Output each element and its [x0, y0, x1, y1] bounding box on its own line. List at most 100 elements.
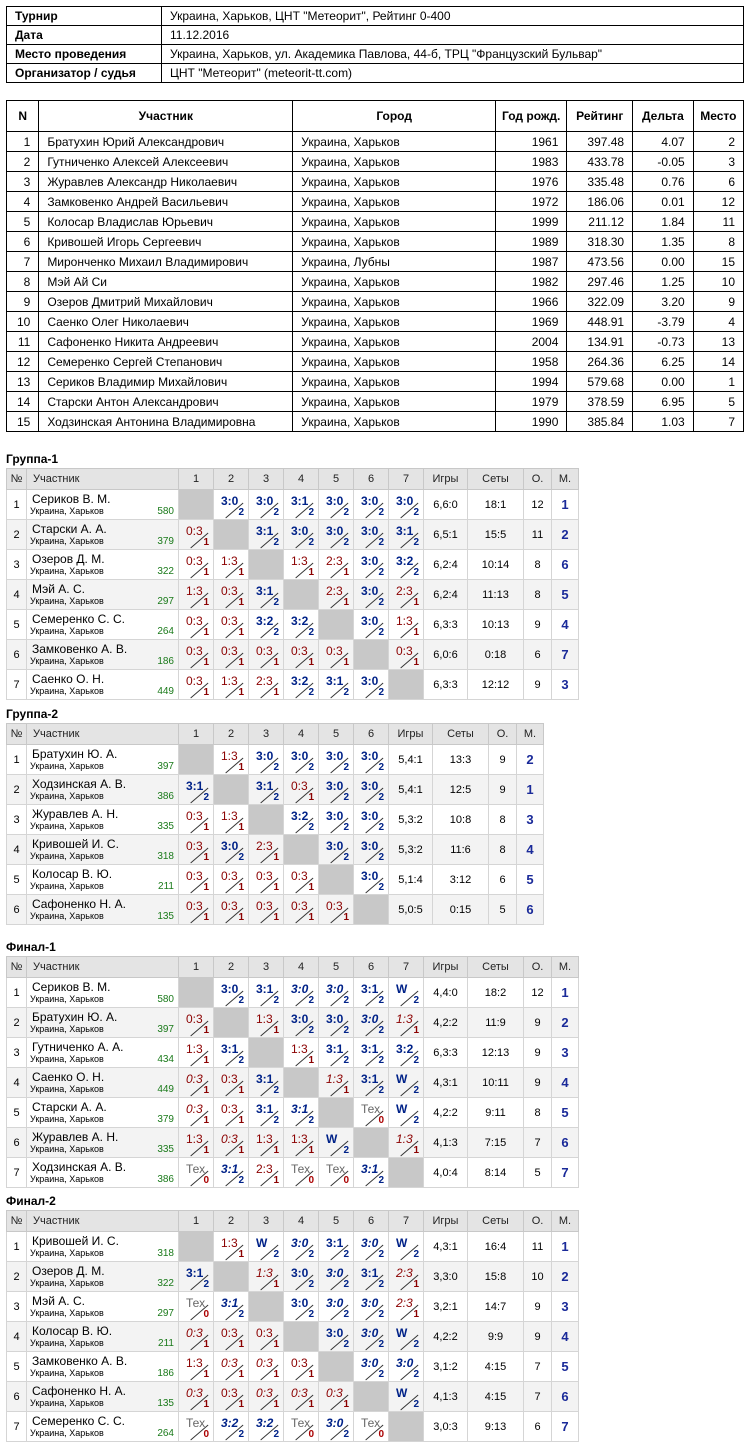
- match-result[interactable]: 3:0 2: [318, 744, 354, 775]
- match-result[interactable]: 1:3 1: [248, 1261, 284, 1292]
- match-result[interactable]: 1:3 1: [178, 1351, 214, 1382]
- match-result[interactable]: 3:2 2: [388, 549, 424, 580]
- match-result[interactable]: 3:0 2: [213, 489, 249, 520]
- match-result[interactable]: 0:3 1: [248, 1321, 284, 1352]
- match-result[interactable]: 0:3 1: [213, 1097, 249, 1128]
- match-result[interactable]: 3:0 2: [353, 519, 389, 550]
- match-result[interactable]: 0:3 1: [178, 1381, 214, 1412]
- match-result[interactable]: 3:1 2: [178, 774, 214, 805]
- match-result[interactable]: Тех 0: [283, 1411, 319, 1442]
- match-result[interactable]: 1:3 1: [178, 1127, 214, 1158]
- match-result[interactable]: 3:1 2: [248, 1067, 284, 1098]
- match-result[interactable]: 3:2 2: [213, 1411, 249, 1442]
- match-result[interactable]: 3:0 2: [318, 804, 354, 835]
- match-result[interactable]: 3:0 2: [353, 834, 389, 865]
- match-result[interactable]: 0:3 1: [178, 1321, 214, 1352]
- match-result[interactable]: 0:3 1: [178, 834, 214, 865]
- match-result[interactable]: 1:3 1: [213, 1231, 249, 1262]
- match-result[interactable]: 3:0 2: [388, 489, 424, 520]
- match-result[interactable]: 0:3 1: [248, 639, 284, 670]
- match-result[interactable]: 3:0 2: [248, 744, 284, 775]
- match-result[interactable]: Тех 0: [318, 1157, 354, 1188]
- match-result[interactable]: 0:3 1: [213, 1381, 249, 1412]
- match-result[interactable]: 0:3 1: [213, 894, 249, 925]
- match-result[interactable]: 0:3 1: [283, 1381, 319, 1412]
- match-result[interactable]: 1:3 1: [178, 579, 214, 610]
- match-result[interactable]: 3:0 2: [318, 1261, 354, 1292]
- match-result[interactable]: 3:1 2: [318, 1037, 354, 1068]
- match-result[interactable]: 3:0 2: [318, 834, 354, 865]
- match-result[interactable]: 1:3 1: [283, 1037, 319, 1068]
- match-result[interactable]: 1:3 1: [388, 609, 424, 640]
- match-result[interactable]: 0:3 1: [388, 639, 424, 670]
- match-result[interactable]: 2:3 1: [388, 1261, 424, 1292]
- match-result[interactable]: 2:3 1: [388, 1291, 424, 1322]
- match-result[interactable]: Тех 0: [353, 1097, 389, 1128]
- match-result[interactable]: 3:2 2: [283, 609, 319, 640]
- match-result[interactable]: 3:1 2: [178, 1261, 214, 1292]
- match-result[interactable]: 3:0 2: [318, 1007, 354, 1038]
- match-result[interactable]: 0:3 1: [213, 1127, 249, 1158]
- match-result[interactable]: 3:1 2: [248, 977, 284, 1008]
- match-result[interactable]: 3:1 2: [353, 1037, 389, 1068]
- match-result[interactable]: 2:3 1: [248, 669, 284, 700]
- match-result[interactable]: 2:3 1: [318, 549, 354, 580]
- match-result[interactable]: 3:1 2: [318, 1231, 354, 1262]
- match-result[interactable]: 3:0 2: [283, 977, 319, 1008]
- match-result[interactable]: 0:3 1: [213, 579, 249, 610]
- match-result[interactable]: 3:0 2: [388, 1351, 424, 1382]
- match-result[interactable]: 0:3 1: [248, 1381, 284, 1412]
- match-result[interactable]: 0:3 1: [178, 519, 214, 550]
- match-result[interactable]: 3:0 2: [318, 774, 354, 805]
- match-result[interactable]: Тех 0: [283, 1157, 319, 1188]
- match-result[interactable]: 1:3 1: [283, 1127, 319, 1158]
- match-result[interactable]: 3:0 2: [353, 609, 389, 640]
- match-result[interactable]: 3:0 2: [353, 864, 389, 895]
- match-result[interactable]: 1:3 1: [178, 1037, 214, 1068]
- match-result[interactable]: 1:3 1: [213, 804, 249, 835]
- match-result[interactable]: 0:3 1: [248, 894, 284, 925]
- match-result[interactable]: 3:0 2: [283, 1007, 319, 1038]
- match-result[interactable]: 1:3 1: [318, 1067, 354, 1098]
- match-result[interactable]: 3:0 2: [283, 1261, 319, 1292]
- match-result[interactable]: 3:2 2: [248, 609, 284, 640]
- match-result[interactable]: 0:3 1: [213, 1321, 249, 1352]
- match-result[interactable]: 3:0 2: [353, 489, 389, 520]
- match-result[interactable]: 0:3 1: [318, 1381, 354, 1412]
- match-result[interactable]: 3:1 2: [248, 774, 284, 805]
- match-result[interactable]: 3:2 2: [388, 1037, 424, 1068]
- match-result[interactable]: 0:3 1: [318, 639, 354, 670]
- match-result[interactable]: 3:0 2: [353, 744, 389, 775]
- match-result[interactable]: 3:0 2: [353, 1231, 389, 1262]
- match-result[interactable]: 3:0 2: [318, 1321, 354, 1352]
- match-result[interactable]: 1:3 1: [388, 1127, 424, 1158]
- match-result[interactable]: 3:1 2: [318, 669, 354, 700]
- match-result[interactable]: 0:3 1: [178, 894, 214, 925]
- match-result[interactable]: 3:0 2: [283, 1291, 319, 1322]
- match-result[interactable]: 3:1 2: [353, 1261, 389, 1292]
- match-result[interactable]: 0:3 1: [178, 1007, 214, 1038]
- match-result[interactable]: 0:3 1: [283, 1351, 319, 1382]
- match-result[interactable]: 0:3 1: [178, 669, 214, 700]
- match-result[interactable]: Тех 0: [353, 1411, 389, 1442]
- match-result[interactable]: 3:0 2: [353, 1321, 389, 1352]
- match-result[interactable]: Тех 0: [178, 1157, 214, 1188]
- match-result[interactable]: 0:3 1: [248, 864, 284, 895]
- match-result[interactable]: 0:3 1: [318, 894, 354, 925]
- match-result[interactable]: 0:3 1: [283, 774, 319, 805]
- match-result[interactable]: 0:3 1: [213, 609, 249, 640]
- match-result[interactable]: 3:0 2: [318, 489, 354, 520]
- match-result[interactable]: 3:1 2: [353, 1157, 389, 1188]
- match-result[interactable]: 3:0 2: [353, 1351, 389, 1382]
- match-result[interactable]: 0:3 1: [283, 864, 319, 895]
- match-result[interactable]: 3:0 2: [318, 977, 354, 1008]
- match-result[interactable]: 1:3 1: [213, 744, 249, 775]
- match-result[interactable]: 0:3 1: [213, 1351, 249, 1382]
- match-result[interactable]: 0:3 1: [213, 864, 249, 895]
- match-result[interactable]: 0:3 1: [178, 549, 214, 580]
